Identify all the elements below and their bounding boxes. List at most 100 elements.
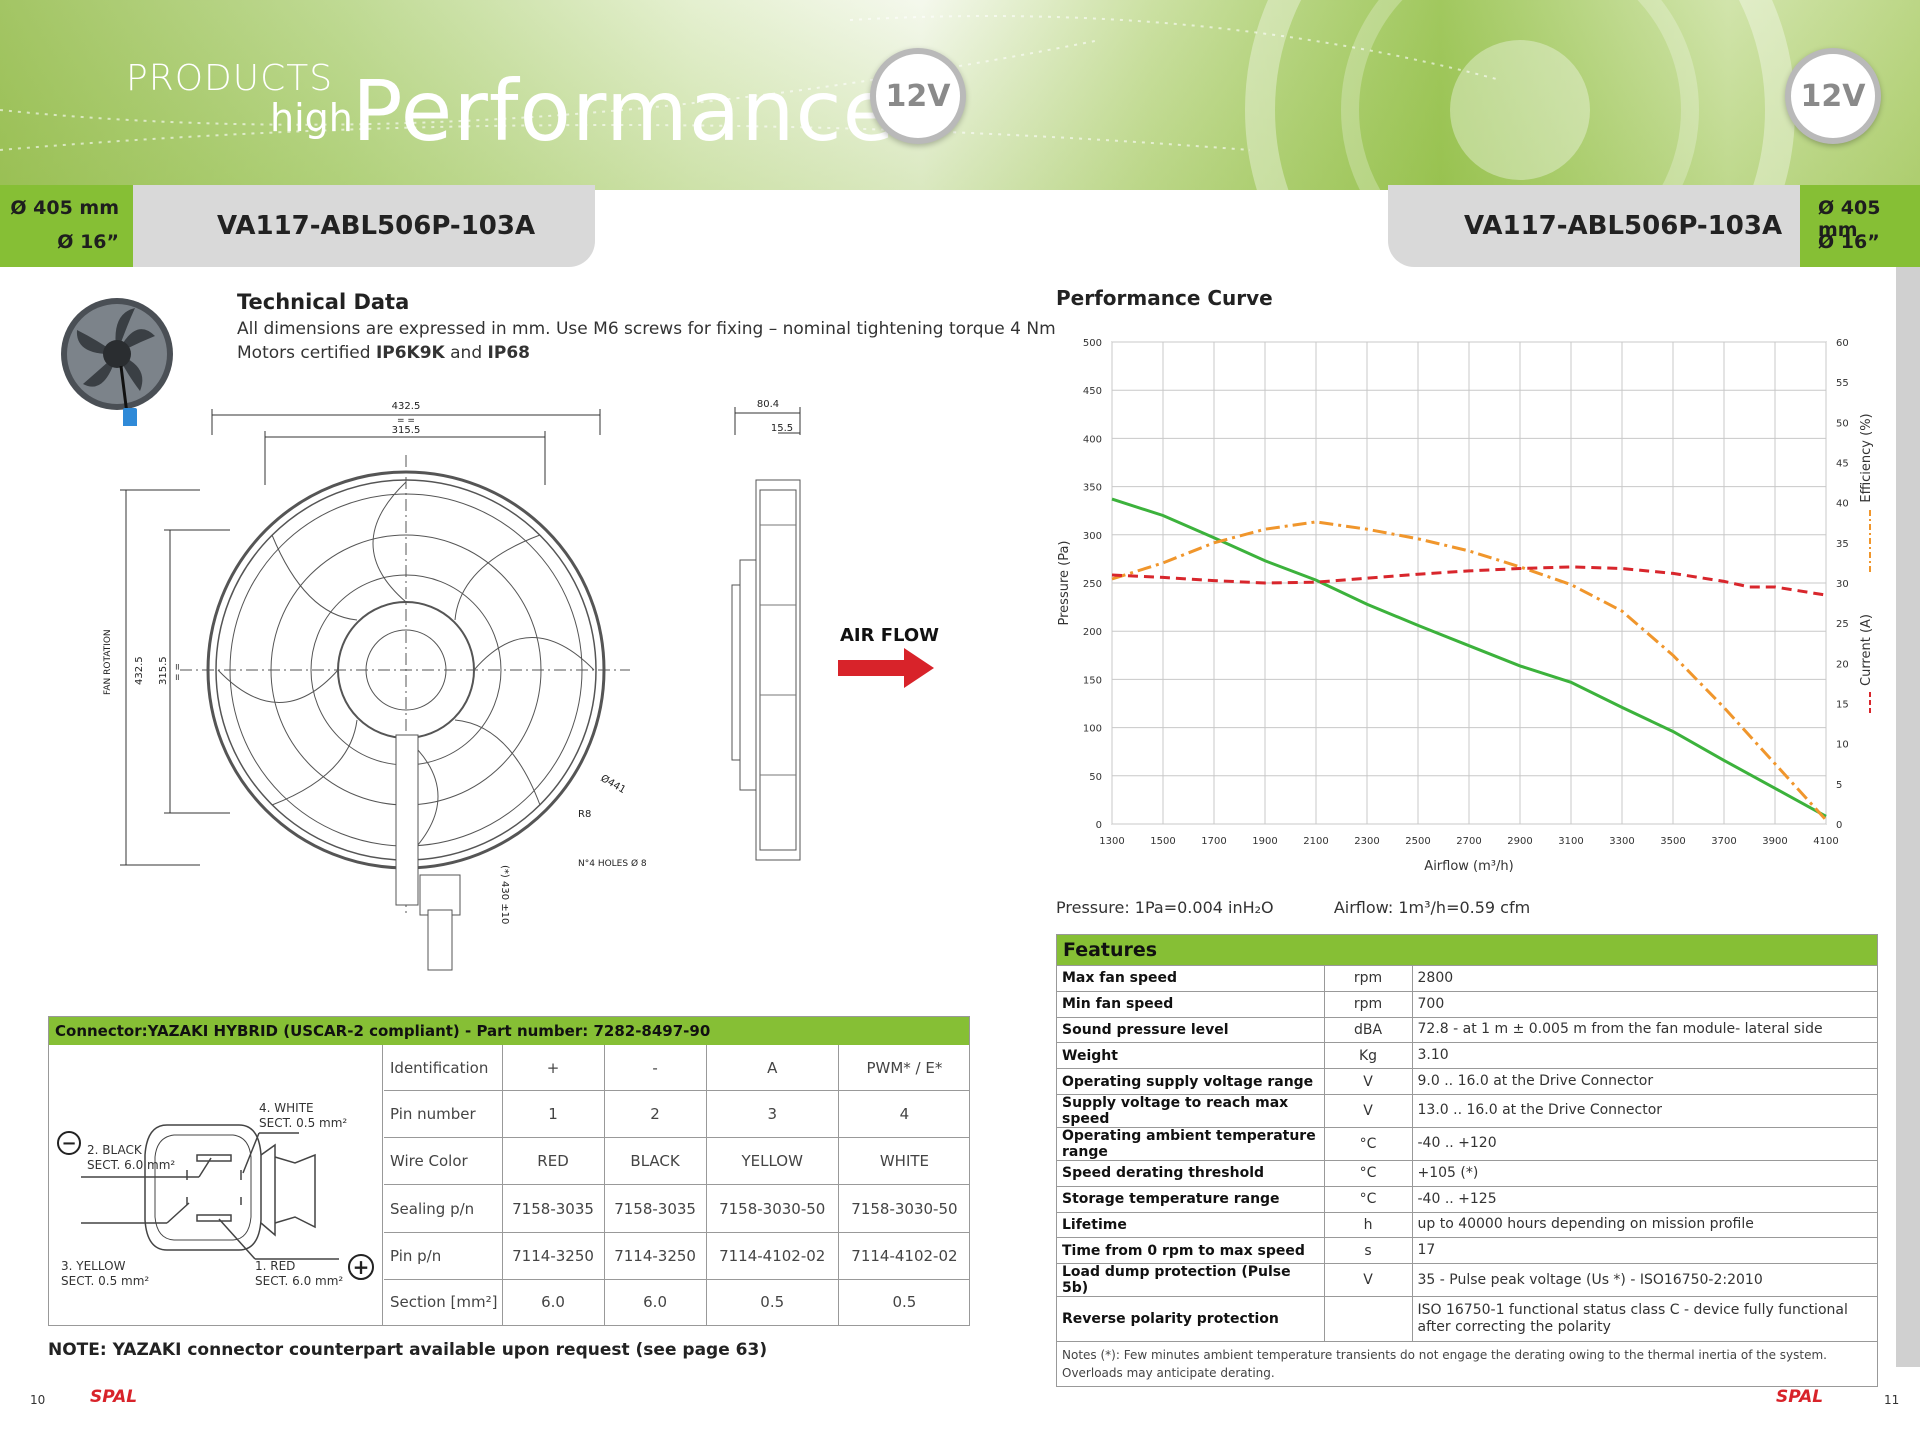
performance-curve-title: Performance Curve (1056, 286, 1273, 310)
connector-cell: 1 (501, 1090, 605, 1139)
wire-red-name: 1. RED (255, 1259, 296, 1273)
y2-tick-label: 15 (1836, 700, 1849, 711)
wire-black-name: 2. BLACK (87, 1143, 142, 1157)
feature-name: Storage temperature range (1057, 1185, 1325, 1213)
fan-photo-icon (61, 298, 173, 426)
x-tick-label: 1500 (1150, 836, 1175, 847)
spal-logo-left: SPAL (90, 1387, 138, 1407)
y2-tick-label: 30 (1836, 579, 1849, 590)
efficiency-axis-label: Efficiency (%) (1859, 413, 1874, 502)
features-title: Features (1057, 935, 1877, 965)
holes-label: N°4 HOLES Ø 8 (578, 858, 647, 869)
connector-cell: RED (501, 1137, 605, 1186)
y-tick-label: 0 (1096, 820, 1102, 831)
diameter-label: Ø441 (599, 772, 628, 796)
connector-cell: 7158-3035 (603, 1184, 707, 1233)
feature-row: Sound pressure level dBA 72.8 - at 1 m ± 0… (1057, 1016, 1877, 1043)
connector-row: Sealing p/n 7158-3035 7158-3035 7158-3030-5… (384, 1184, 970, 1233)
series-line-efficiency (1111, 520, 1828, 822)
page-number-left: 10 (30, 1393, 46, 1407)
brand-high: high (270, 96, 353, 140)
connector-cell: 2 (603, 1090, 707, 1139)
voltage-badge-right: 12V (1785, 48, 1881, 144)
feature-value: 3.10 (1412, 1042, 1877, 1069)
feature-unit: dBA (1324, 1016, 1413, 1043)
y-tick-label: 200 (1083, 627, 1102, 638)
feature-unit: °C (1324, 1185, 1413, 1213)
spal-logo-right: SPAL (1776, 1387, 1824, 1407)
x-tick-label: 2900 (1507, 836, 1532, 847)
radius-label: R8 (578, 809, 591, 820)
y2-tick-label: 20 (1836, 659, 1849, 670)
feature-value: 17 (1412, 1237, 1877, 1264)
feature-value: -40 .. +120 (1412, 1126, 1877, 1161)
feature-value: ISO 16750-1 functional status class C - … (1412, 1296, 1877, 1341)
x-tick-label: 4100 (1813, 836, 1838, 847)
features-table: Features Max fan speed rpm 2800 Min fan spe… (1056, 934, 1878, 1387)
fan-side-drawing: 80.4 15.5 (731, 399, 801, 861)
feature-name: Lifetime (1057, 1211, 1325, 1238)
connector-cell: 7158-3030-50 (705, 1184, 839, 1233)
feature-name: Speed derating threshold (1057, 1159, 1325, 1187)
diameter-block-right: Ø 405 mm Ø 16” (1800, 185, 1920, 267)
series-line-current (1111, 565, 1827, 597)
feature-row: Reverse polarity protection ISO 16750-1 f… (1057, 1296, 1877, 1341)
y2-tick-label: 25 (1836, 619, 1849, 630)
feature-row: Time from 0 rpm to max speed s 17 (1057, 1237, 1877, 1264)
y2-tick-label: 45 (1836, 459, 1849, 470)
connector-cell: + (501, 1045, 605, 1092)
feature-name: Operating ambient temperature range (1057, 1126, 1325, 1161)
connector-cell: 0.5 (837, 1279, 970, 1325)
x-tick-label: 1900 (1252, 836, 1277, 847)
dim-eq-vertical: = = (173, 663, 183, 681)
cable-length-label: (*) 430 ±10 (499, 865, 510, 924)
model-code-right: VA117-ABL506P-103A (1464, 211, 1783, 241)
feature-unit: rpm (1324, 990, 1413, 1018)
connector-cell: 0.5 (705, 1279, 839, 1325)
fan-front-drawing: 432.5 = = 315.5 FAN ROTATION 432.5 315.5… (103, 401, 647, 971)
connector-cell: 4 (837, 1090, 970, 1139)
feature-name: Max fan speed (1057, 965, 1325, 992)
connector-cell: - (603, 1045, 707, 1092)
feature-name: Load dump protection (Pulse 5b) (1057, 1263, 1325, 1297)
connector-cell: 7158-3035 (501, 1184, 605, 1233)
feature-name: Min fan speed (1057, 990, 1325, 1018)
technical-cert-text: Motors certified IP6K9K and IP68 (237, 343, 530, 363)
connector-cell: 7158-3030-50 (837, 1184, 970, 1233)
feature-row: Operating supply voltage range V 9.0 .. 16… (1057, 1068, 1877, 1095)
feature-value: 35 - Pulse peak voltage (Us *) - ISO1675… (1412, 1263, 1877, 1297)
cert-ip68: IP68 (487, 343, 530, 363)
feature-unit: s (1324, 1237, 1413, 1264)
connector-cell: YELLOW (705, 1137, 839, 1186)
feature-unit (1324, 1296, 1413, 1341)
dim-outer-label: 432.5 (392, 401, 421, 412)
x-tick-label: 2100 (1303, 836, 1328, 847)
airflow-arrow-icon (838, 648, 934, 688)
current-axis-label: Current (A) (1859, 614, 1874, 686)
connector-cell: 7114-4102-02 (837, 1232, 970, 1280)
connector-pin-table: Identification + - A PWM* / E* Pin number 1 2 3 4… (384, 1045, 970, 1325)
technical-dimensions-text: All dimensions are expressed in mm. Use … (237, 319, 1056, 339)
conversion-notes: Pressure: 1Pa=0.004 inH₂O Airflow: 1m³/h… (1056, 898, 1530, 917)
dim-depth2-label: 15.5 (771, 423, 793, 434)
y-axis-label: Pressure (Pa) (1057, 540, 1072, 625)
brand-performance: Performance (352, 62, 896, 160)
connector-row-label: Wire Color (384, 1137, 502, 1186)
performance-chart: 1300 1500 1700 1900 2100 2300 2500 2700 2900 3100… (1057, 338, 1874, 874)
y2-tick-label: 10 (1836, 740, 1849, 751)
x-tick-label: 3100 (1558, 836, 1583, 847)
series-line-pressure (1111, 497, 1827, 818)
feature-value: up to 40000 hours depending on mission p… (1412, 1211, 1877, 1238)
dim-inner-vertical: 315.5 (158, 656, 169, 685)
connector-row-label: Pin p/n (384, 1232, 502, 1280)
model-code-left: VA117-ABL506P-103A (217, 211, 536, 241)
feature-value: 2800 (1412, 965, 1877, 992)
diameter-block-left: Ø 405 mm Ø 16” (0, 185, 133, 267)
connector-cell: WHITE (837, 1137, 970, 1186)
wire-yellow-section: SECT. 0.5 mm² (61, 1274, 150, 1288)
wire-white-section: SECT. 0.5 mm² (259, 1116, 348, 1130)
feature-unit: h (1324, 1211, 1413, 1238)
minus-icon: − (61, 1133, 76, 1154)
y-tick-label: 150 (1083, 675, 1102, 686)
connector-row: Pin number 1 2 3 4 (384, 1090, 970, 1139)
